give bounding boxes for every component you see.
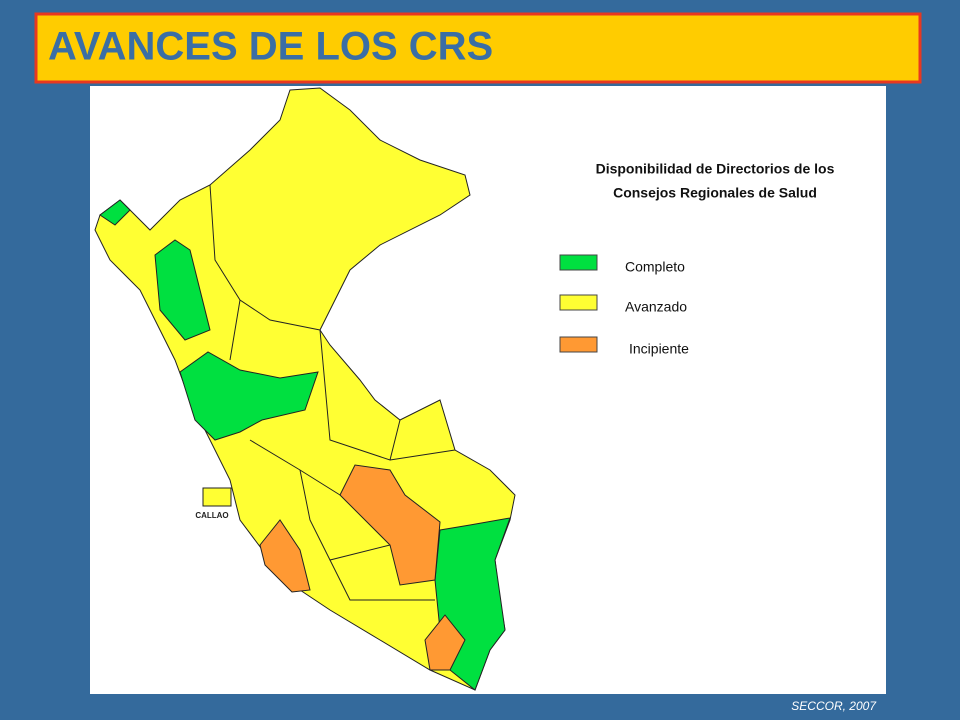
legend-swatch [559,336,598,353]
callao-swatch [202,487,232,507]
region [259,519,311,593]
callao-label: CALLAO [195,511,228,520]
borders [209,184,456,601]
legend-title: Disponibilidad de Directorios de los [596,161,835,177]
region [99,199,131,226]
legend-label: Avanzado [625,299,687,315]
legend-swatch [559,294,598,311]
region [179,351,319,441]
legend-title: Consejos Regionales de Salud [613,185,817,201]
region [424,614,466,671]
region [339,464,441,586]
title-box [34,12,922,84]
region [154,239,211,341]
map: CALLAO [94,87,516,691]
source: SECCOR, 2007 [791,699,877,713]
legend: Completo Avanzado Incipiente [559,254,689,357]
legend-label: Incipiente [629,341,689,357]
legend-label: Completo [625,259,685,275]
legend-swatch [559,254,598,271]
title: AVANCES DE LOS CRS [48,25,493,69]
